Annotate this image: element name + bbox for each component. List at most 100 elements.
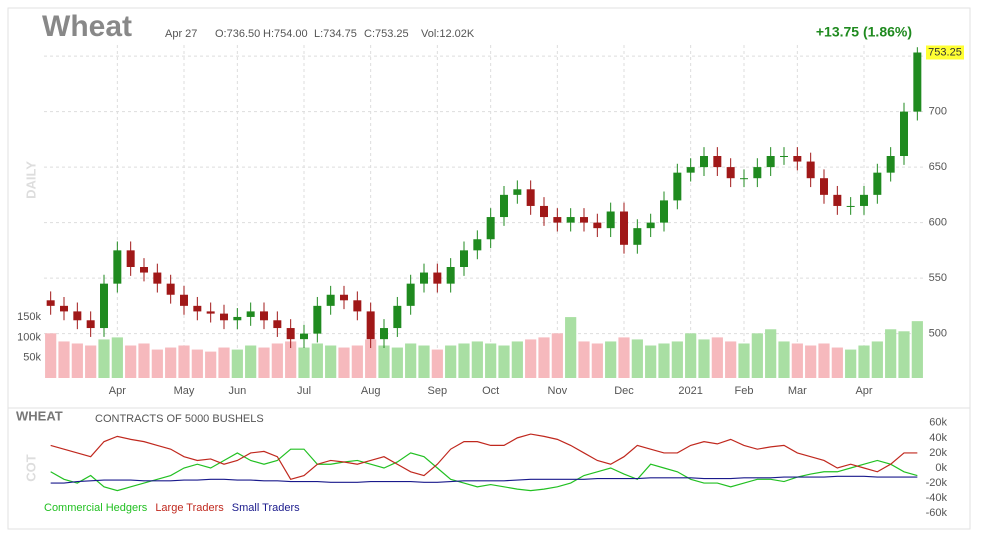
volume-bar: [245, 345, 257, 378]
volume-bar: [418, 345, 430, 378]
y-tick-label: 700: [929, 106, 947, 118]
candle-body: [713, 156, 722, 168]
y-tick-label: 40k: [929, 432, 947, 444]
candle-body: [633, 228, 642, 245]
candle-body: [166, 283, 175, 295]
candle-body: [846, 205, 855, 207]
volume-bar: [311, 343, 323, 378]
candle-body: [353, 300, 362, 312]
volume-bar: [778, 341, 790, 378]
candle-body: [873, 172, 882, 195]
volume-bar: [138, 343, 150, 378]
candle-body: [260, 311, 268, 321]
volume-bar: [365, 339, 377, 378]
x-tick-label: Dec: [614, 385, 634, 397]
candle-body: [660, 200, 668, 223]
volume-bar: [191, 349, 203, 378]
last-price-label: 753.25: [928, 46, 962, 58]
volume-tick-label: 150k: [17, 311, 41, 323]
candle-body: [406, 283, 415, 306]
candle-body: [193, 305, 202, 312]
cot-subtitle: CONTRACTS OF 5000 BUSHELS: [95, 413, 264, 425]
volume-bar: [658, 343, 670, 378]
volume-bar: [898, 331, 910, 378]
x-tick-label: Jun: [228, 385, 246, 397]
volume-bar: [911, 321, 923, 378]
volume-bar: [818, 343, 830, 378]
candle-body: [60, 305, 68, 312]
price-change: +13.75 (1.86%): [816, 24, 912, 40]
volume-bar: [71, 343, 83, 378]
y-tick-label: -20k: [926, 477, 948, 489]
candle-body: [326, 294, 335, 306]
volume-bar: [578, 341, 590, 378]
volume-bar: [405, 343, 417, 378]
candle-body: [340, 294, 348, 301]
candle-body: [86, 320, 95, 329]
candle-body: [126, 250, 135, 267]
candle-body: [526, 189, 535, 206]
volume-bar: [458, 343, 470, 378]
volume-bar: [765, 329, 777, 378]
candle-body: [366, 311, 375, 340]
volume-bar: [338, 347, 350, 378]
volume-bar: [591, 343, 603, 378]
x-tick-label: Mar: [788, 385, 807, 397]
candle-body: [446, 267, 455, 284]
candle-body: [313, 305, 322, 334]
candle-body: [286, 328, 295, 340]
y-tick-label: 500: [929, 328, 947, 340]
candle-body: [100, 283, 108, 329]
volume-bar: [671, 341, 683, 378]
candle-body: [486, 217, 495, 240]
volume-bar: [791, 343, 803, 378]
y-tick-label: 20k: [929, 447, 947, 459]
candle-body: [380, 328, 388, 340]
volume-bar: [858, 345, 870, 378]
candle-body: [900, 111, 908, 156]
volume-bar: [885, 329, 897, 378]
volume-bar: [471, 341, 483, 378]
volume-bar: [711, 337, 723, 378]
y-tick-label: -40k: [926, 492, 948, 504]
candle-body: [273, 320, 282, 329]
candle-body: [593, 222, 602, 229]
volume-bar: [431, 349, 443, 378]
x-tick-label: Apr: [855, 385, 872, 397]
x-tick-label: May: [174, 385, 195, 397]
candle-body: [726, 167, 735, 179]
volume-bar: [205, 351, 217, 378]
volume-bar: [698, 339, 710, 378]
x-tick-label: Aug: [361, 385, 381, 397]
candle-body: [673, 172, 682, 201]
bar-volume: Vol:12.02K: [421, 28, 475, 40]
volume-tick-label: 100k: [17, 331, 41, 343]
candle-body: [433, 272, 442, 284]
volume-bar: [805, 345, 817, 378]
candle-body: [46, 300, 55, 306]
candle-body: [113, 250, 122, 284]
volume-bar: [725, 341, 737, 378]
x-tick-label: Apr: [109, 385, 126, 397]
candle-body: [553, 217, 562, 223]
volume-bar: [871, 341, 883, 378]
candle-body: [833, 194, 842, 206]
candle-body: [513, 189, 522, 195]
y-tick-label: 60k: [929, 417, 947, 429]
volume-bar: [285, 341, 297, 378]
volume-bar: [125, 345, 137, 378]
candle-body: [473, 239, 482, 251]
volume-bar: [738, 343, 750, 378]
y-tick-label: 650: [929, 161, 947, 173]
legend-entry: Commercial Hedgers: [44, 502, 148, 514]
symbol-title: Wheat: [42, 10, 132, 43]
volume-bar: [58, 341, 70, 378]
bar-low: L:734.75: [314, 28, 357, 40]
x-tick-label: Sep: [428, 385, 448, 397]
candle-body: [620, 211, 628, 245]
volume-bar: [298, 347, 310, 378]
candle-body: [780, 156, 788, 157]
candle-body: [73, 311, 82, 321]
volume-bar: [351, 345, 363, 378]
